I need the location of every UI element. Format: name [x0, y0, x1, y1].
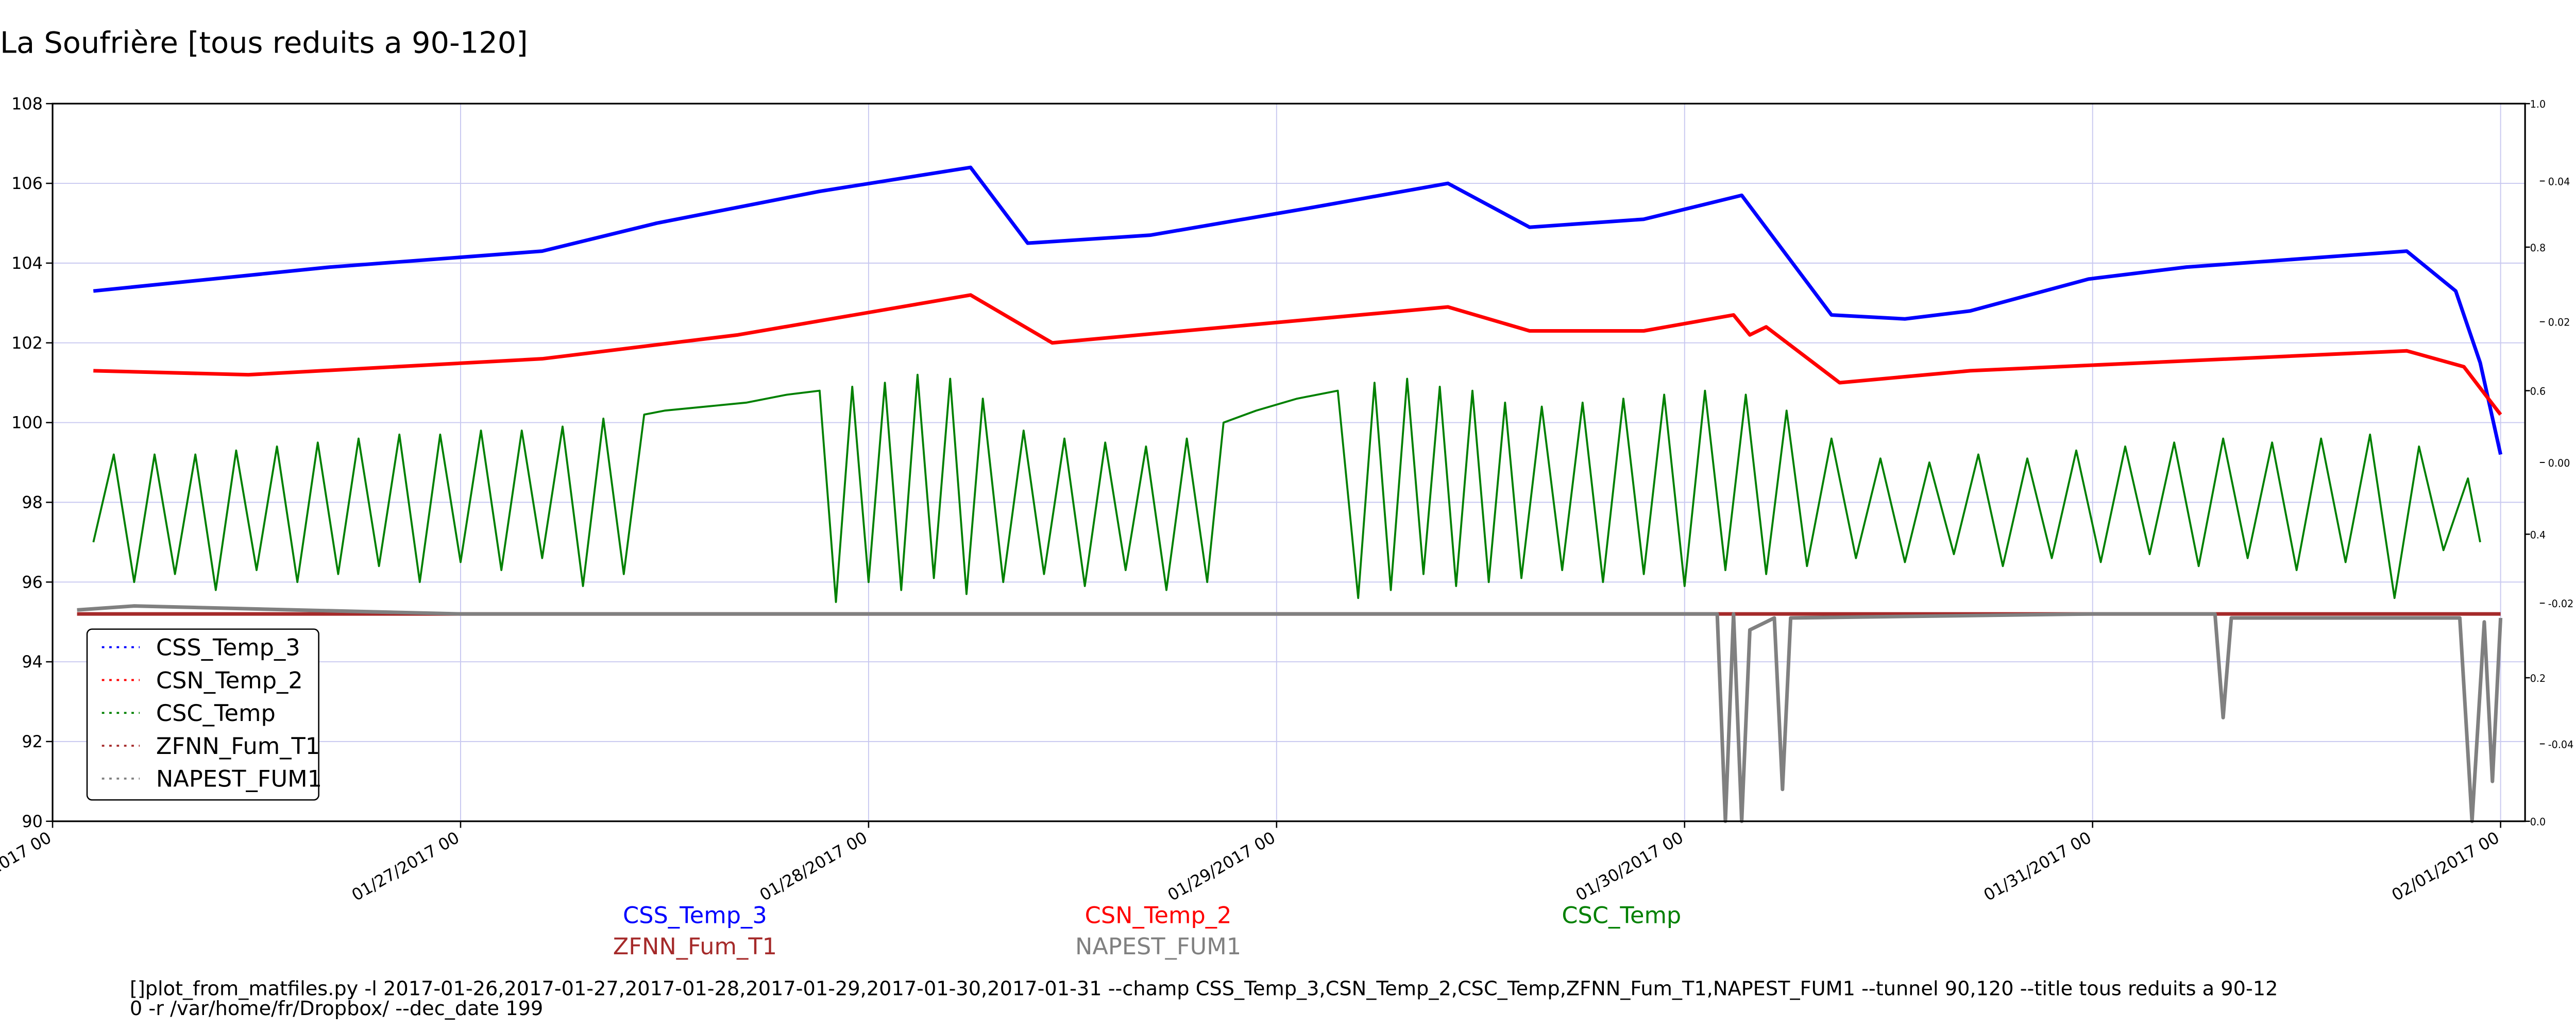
- x-tick-label: 01/31/2017 00: [1980, 828, 2095, 905]
- legend-label: CSN_Temp_2: [156, 667, 303, 694]
- footer-line: []plot_from_matfiles.py -l 2017-01-26,20…: [130, 977, 2278, 1001]
- chart-title: La Soufrière [tous reduits a 90-120]: [0, 25, 528, 60]
- legend-label: CSS_Temp_3: [156, 634, 300, 661]
- y3-tick-label: -0.04: [2548, 739, 2573, 750]
- y-tick-label: 96: [22, 572, 43, 592]
- x-tick-label: 02/01/2017 00: [2388, 828, 2503, 905]
- x-tick-label: 01/26/2017 00: [0, 828, 55, 905]
- y-tick-label: 108: [11, 94, 43, 113]
- x-tick-label: 01/30/2017 00: [1572, 828, 1687, 905]
- y-tick-label: 102: [11, 333, 43, 353]
- x-tick-label: 01/29/2017 00: [1164, 828, 1279, 905]
- y-tick-label: 100: [11, 413, 43, 433]
- y3-tick-label: 0.04: [2548, 176, 2570, 187]
- y3-tick-label: -0.02: [2548, 598, 2573, 610]
- series-caption: ZFNN_Fum_T1: [613, 933, 777, 960]
- y-tick-label: 92: [22, 732, 43, 751]
- legend-label: NAPEST_FUM1: [156, 766, 322, 793]
- legend-label: CSC_Temp: [156, 700, 276, 727]
- y2-tick-label: 0.8: [2530, 242, 2546, 254]
- legend-label: ZFNN_Fum_T1: [156, 733, 320, 760]
- legend-box: [86, 628, 319, 801]
- series-caption: CSN_Temp_2: [1085, 902, 1232, 929]
- x-tick-label: 01/28/2017 00: [756, 828, 871, 905]
- x-tick-label: 01/27/2017 00: [348, 828, 463, 905]
- y-tick-label: 90: [22, 812, 43, 831]
- y-tick-label: 104: [11, 253, 43, 273]
- y-tick-label: 94: [22, 652, 43, 672]
- y3-tick-label: 0.00: [2548, 457, 2570, 469]
- y2-tick-label: 0.0: [2530, 816, 2546, 828]
- series-line: [93, 165, 2503, 455]
- series-line: [92, 373, 2481, 603]
- y-tick-label: 98: [22, 493, 43, 512]
- series-line: [93, 293, 2502, 416]
- y-tick-label: 106: [11, 174, 43, 193]
- footer-line: 0 -r /var/home/fr/Dropbox/ --dec_date 19…: [130, 997, 543, 1020]
- series-caption: NAPEST_FUM1: [1075, 933, 1241, 960]
- series-line: [77, 604, 2503, 823]
- y2-tick-label: 0.2: [2530, 673, 2546, 684]
- series-caption: CSC_Temp: [1562, 902, 1681, 929]
- y2-tick-label: 1.0: [2530, 98, 2546, 110]
- y2-tick-label: 0.6: [2530, 386, 2546, 398]
- plot-frame: [52, 102, 2526, 822]
- y3-tick-label: 0.02: [2548, 317, 2570, 329]
- y2-tick-label: 0.4: [2530, 529, 2546, 541]
- series-caption: CSS_Temp_3: [623, 902, 767, 929]
